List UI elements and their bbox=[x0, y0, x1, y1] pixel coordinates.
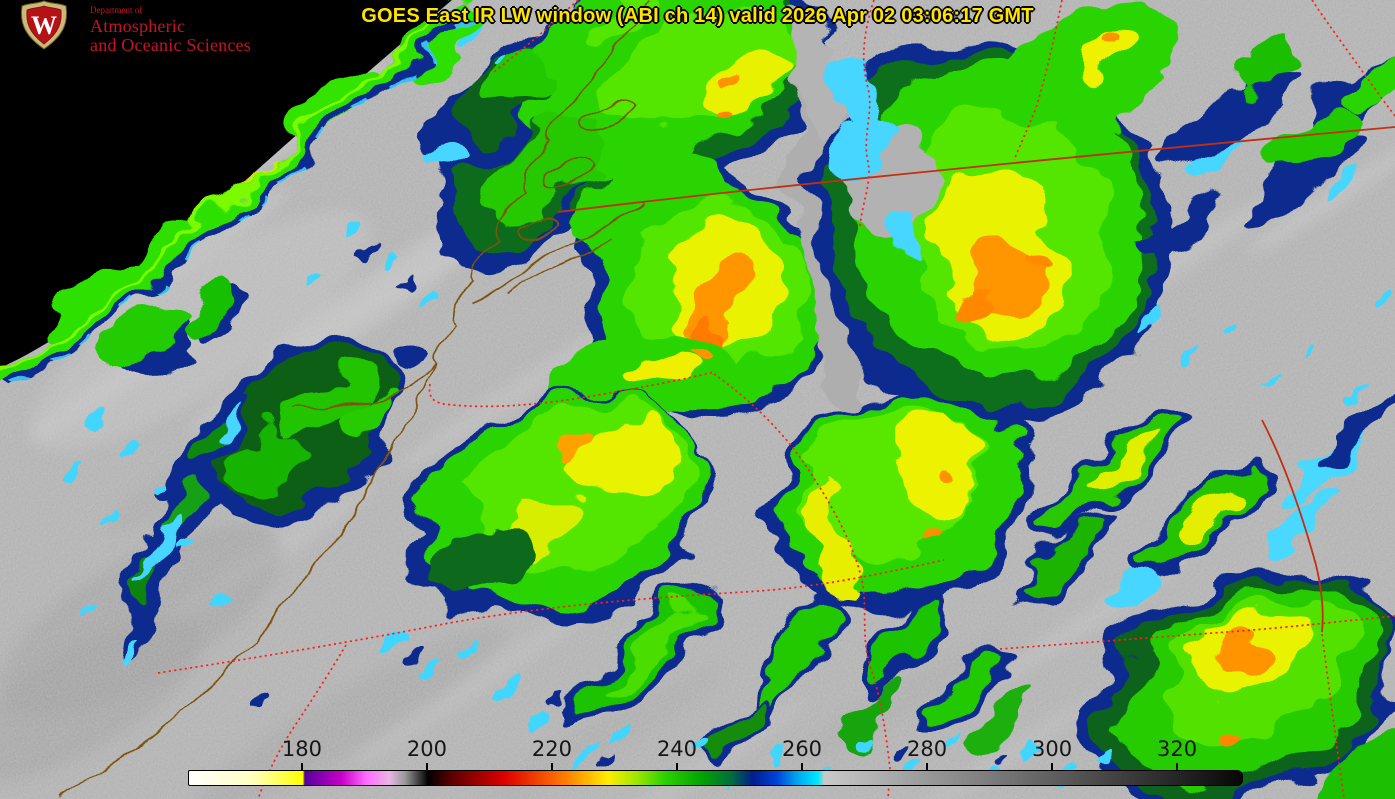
coastline-island bbox=[542, 159, 593, 187]
earth-limb bbox=[0, 0, 473, 386]
colorbar-tick-mark bbox=[425, 763, 428, 770]
limb-bright-edge bbox=[0, 1, 455, 373]
colorbar-tick-label: 260 bbox=[781, 737, 823, 761]
boundary-dotted bbox=[1311, 0, 1395, 117]
boundary-dotted bbox=[157, 559, 945, 674]
dept-line1: Atmospheric bbox=[90, 16, 186, 36]
colorbar-tick-mark bbox=[926, 763, 929, 770]
coastline-island bbox=[578, 102, 633, 133]
limb-cyan-fringe bbox=[14, 13, 469, 385]
colorbar-tick-mark bbox=[550, 763, 553, 770]
colorbar-tick-label: 320 bbox=[1157, 737, 1198, 761]
coastline-island bbox=[517, 219, 557, 240]
colorbar-tick-label: 280 bbox=[906, 737, 948, 761]
dept-line2: and Oceanic Sciences bbox=[90, 35, 251, 55]
coastlines bbox=[59, 0, 651, 799]
limb-green-band bbox=[1, 1, 461, 380]
limb-navy-fringe bbox=[6, 5, 467, 386]
colorbar: 180 200 220 240 260 280 300 320 bbox=[188, 737, 1243, 790]
colorbar-tick-label: 200 bbox=[406, 737, 447, 761]
boundary-dotted bbox=[999, 615, 1395, 650]
dept-wordmark: Department of Atmospheric and Oceanic Sc… bbox=[90, 0, 251, 55]
colorbar-tick-label: 220 bbox=[531, 737, 573, 761]
coastline bbox=[509, 237, 613, 295]
coastline bbox=[471, 203, 643, 305]
map-boundaries bbox=[157, 0, 1395, 799]
boundary-dotted bbox=[1321, 633, 1345, 799]
colorbar-tick-mark bbox=[300, 763, 303, 770]
uw-logo: W Department of Atmospheric and Oceanic … bbox=[8, 0, 251, 54]
colorbar-tick-mark bbox=[801, 763, 803, 770]
colorbar-tick-mark bbox=[1051, 763, 1054, 770]
colorbar-tick-label: 240 bbox=[656, 737, 698, 761]
boundary-solid bbox=[557, 126, 1395, 213]
cloud-field bbox=[112, 0, 1395, 799]
colorbar-tick-label: 180 bbox=[281, 737, 322, 761]
colorbar-tick-label: 300 bbox=[1031, 737, 1073, 761]
crest-letter: W bbox=[31, 11, 57, 40]
coastline bbox=[295, 0, 651, 409]
colorbar-gradient bbox=[188, 770, 1243, 786]
boundary-dotted bbox=[428, 371, 715, 408]
boundary-dotted bbox=[493, 0, 579, 73]
coastline bbox=[59, 365, 437, 799]
crest-shield-inner bbox=[26, 5, 62, 45]
colorbar-tick-mark bbox=[675, 763, 678, 770]
image-title: GOES East IR LW window (ABI ch 14) valid… bbox=[361, 5, 1034, 27]
boundary-solid bbox=[1261, 419, 1324, 633]
uw-crest: W bbox=[20, 0, 68, 50]
dept-prefix: Department of bbox=[90, 5, 143, 15]
colorbar-tick-mark bbox=[1176, 763, 1179, 770]
